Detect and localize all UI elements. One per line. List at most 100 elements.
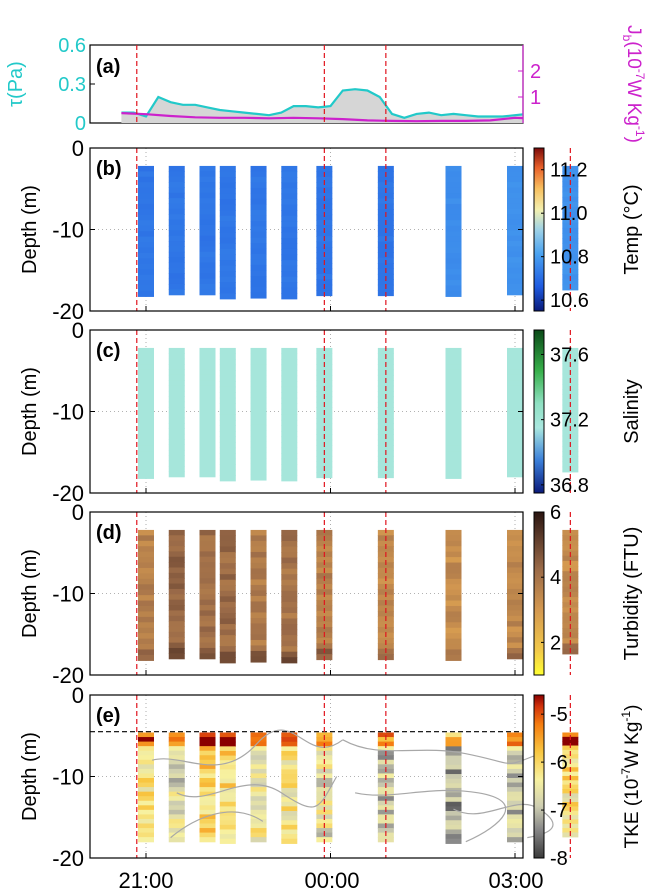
panel-a-label: (a): [96, 56, 120, 78]
panel-label: (b): [96, 158, 122, 180]
y-tick-label: 0: [72, 318, 84, 343]
profile-bar: [138, 165, 154, 297]
profile-bar: [507, 165, 523, 296]
colorbar-label: Turbidity (FTU): [621, 527, 643, 661]
colorbar-tick-label: -7: [550, 800, 568, 822]
colorbar-tick-label: 11.0: [550, 203, 587, 225]
colorbar-tick-label: 10.8: [550, 247, 589, 269]
profile-bar: [199, 165, 216, 296]
y-tick-label: -20: [52, 663, 84, 688]
y-tick-label: -20: [52, 481, 84, 506]
profile-bar: [250, 347, 267, 481]
profile-bar: [445, 347, 462, 479]
profile-bar: [445, 165, 462, 297]
profile-bar: [138, 732, 154, 843]
colorbar-tick-label: 11.2: [550, 160, 587, 182]
y-tick-label: 0.6: [58, 35, 86, 57]
x-tick-label: 03:00: [488, 868, 543, 893]
profile-bar: [250, 529, 267, 663]
panel-label: (e): [96, 705, 120, 727]
colorbar: [533, 694, 545, 859]
colorbar-tick-label: 36.8: [550, 475, 589, 497]
profile-bar: [281, 732, 298, 844]
y-tick-label: -10: [52, 400, 84, 425]
tau-area: [121, 89, 523, 123]
tke-contours: [151, 729, 554, 843]
y-tick-label: -10: [52, 765, 84, 790]
colorbar-tick-label: -6: [550, 752, 568, 774]
profile-bar: [168, 732, 185, 843]
profile-bar: [250, 165, 267, 299]
y-tick-label: 0: [72, 683, 84, 708]
tke-contour: [354, 789, 507, 843]
colorbar-tick-label: 37.6: [550, 344, 589, 366]
colorbar-tick-label: 37.2: [550, 410, 589, 432]
jb-series-line: [121, 112, 523, 123]
y-tick-label: -10: [52, 582, 84, 607]
depth-axis-label: Depth (m): [19, 549, 41, 638]
x-tick-label: 21:00: [118, 868, 173, 893]
colorbar-tick-label: 10.6: [550, 290, 589, 312]
colorbar-tick-label: -8: [550, 848, 568, 870]
profile-bar: [168, 347, 185, 478]
y-tick-label: -20: [52, 299, 84, 324]
y-tick-label: 0: [75, 113, 86, 135]
colorbar: [533, 147, 545, 312]
colorbar-label: TKE (10-7W Kg-1): [619, 705, 643, 849]
profile-bar: [445, 732, 462, 844]
tke-contour: [151, 729, 344, 766]
colorbar-label: Salinity: [621, 379, 643, 443]
colorbar-tick-label: -5: [550, 704, 568, 726]
y-tick-label: 0: [72, 136, 84, 161]
profile-bar: [219, 347, 236, 482]
panel-c: (c) 0 -10 -20 Depth (m) 37.6 37.2 36.8 Salinity: [19, 318, 643, 506]
tau-axis-label: τ(Pa): [5, 61, 27, 107]
profile-bar: [507, 529, 523, 660]
profile-bar: [219, 165, 236, 300]
profile-bar: [281, 347, 298, 482]
x-tick-label: 00:00: [304, 868, 359, 893]
y-tick-label: 1: [530, 87, 541, 109]
panel-label: (d): [96, 522, 122, 544]
y-tick-label: 2: [530, 61, 541, 83]
profile-bar: [138, 529, 154, 661]
tke-contour: [170, 811, 264, 839]
y-tick-label: -20: [52, 846, 84, 871]
panel-b: (b) 0 -10 -20 Depth (m) 11.2 11.0 10.8 10.6 Temp …: [19, 136, 643, 324]
colorbar: [533, 329, 545, 494]
profile-bar: [168, 529, 185, 660]
profile-bar: [445, 529, 462, 661]
colorbar: [533, 511, 545, 676]
tau-series-line: [121, 88, 523, 119]
colorbar-tick-label: 2: [550, 632, 561, 654]
panel-e: (e) 0 -10 -20 Depth (m) -5 -6 -7 -8 TKE (10-7W Kg…: [19, 683, 643, 871]
profile-bar: [507, 347, 523, 478]
panel-label: (c): [96, 340, 120, 362]
tke-contour: [342, 739, 534, 764]
profile-bar: [281, 529, 298, 664]
y-tick-label: 0: [72, 500, 84, 525]
colorbar-tick-label: 4: [550, 567, 561, 589]
panel-d: (d) 0 -10 -20 Depth (m) 6 4 2 Turbidity (FTU): [19, 500, 643, 688]
tke-contour: [176, 776, 338, 808]
profile-bar: [250, 732, 267, 843]
profile-bar: [199, 732, 216, 843]
y-tick-label: -10: [52, 218, 84, 243]
depth-axis-label: Depth (m): [19, 367, 41, 456]
panel-a: (a) 0 0.3 0.6 1 2 τ(Pa) Jb(10-7W Kg-1): [5, 25, 647, 143]
colorbar-label: Temp (°C): [621, 184, 643, 274]
depth-axis-label: Depth (m): [19, 732, 41, 821]
profile-bar: [199, 529, 216, 660]
profile-bar: [199, 347, 216, 478]
y-tick-label: 0.3: [58, 74, 86, 96]
x-axis-tick-labels: 21:00 00:00 03:00: [118, 868, 543, 893]
depth-axis-label: Depth (m): [19, 185, 41, 274]
profile-bar: [219, 529, 236, 664]
profile-bar: [168, 165, 185, 296]
colorbar-tick-label: 6: [550, 502, 561, 524]
jb-axis-label: Jb(10-7W Kg-1): [620, 25, 647, 143]
profile-bar: [138, 347, 154, 479]
profile-bar: [281, 165, 298, 300]
profile-bar: [507, 732, 523, 843]
